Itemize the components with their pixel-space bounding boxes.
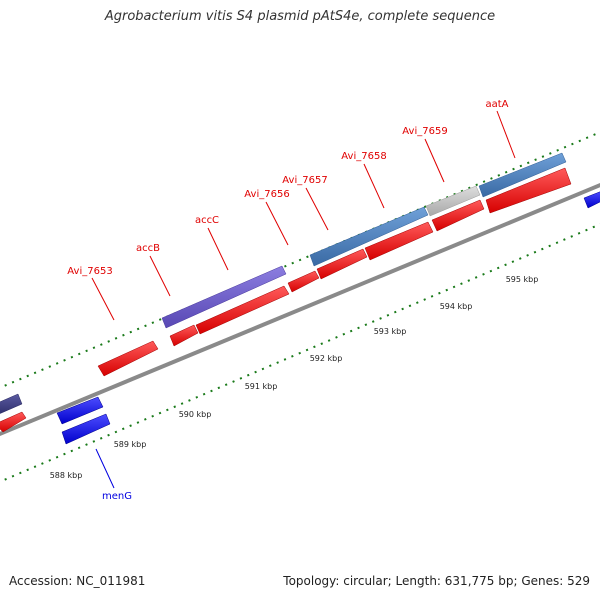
outer-tick-ring (0, 131, 600, 389)
gene-label-avi-7659: Avi_7659 (402, 126, 447, 137)
leader-line-avi-7659 (424, 138, 445, 183)
leader-line-accb (149, 255, 171, 297)
inner-scale-ring (0, 223, 600, 483)
operon-accb[interactable] (161, 265, 287, 329)
gene-feature-left-red[interactable] (0, 411, 27, 433)
operon-gray[interactable] (425, 185, 481, 217)
gene-feature-avi-7657[interactable] (316, 248, 368, 280)
gene-feature-avi-7656[interactable] (287, 270, 320, 293)
leader-line-avi-7656 (265, 201, 289, 246)
gene-feature-avi-7659[interactable] (431, 199, 485, 232)
accession-label: Accession: NC_011981 (9, 574, 146, 588)
scale-label-589: 589 kbp (114, 440, 147, 449)
map-title: Agrobacterium vitis S4 plasmid pAtS4e, c… (104, 9, 496, 24)
scale-label-592: 592 kbp (310, 354, 343, 363)
gene-label-avi-7653: Avi_7653 (67, 266, 112, 277)
leader-line-aata (496, 110, 516, 159)
gene-feature-avi-7653[interactable] (97, 340, 159, 377)
gene-feature-left-navy[interactable] (0, 393, 23, 414)
gene-feature-avi-7658[interactable] (364, 221, 434, 261)
scale-label-588: 588 kbp (50, 471, 83, 480)
gene-label-avi-7657: Avi_7657 (282, 175, 327, 186)
leader-line-avi-7657 (305, 187, 329, 231)
gene-feature-accc[interactable] (195, 285, 290, 335)
gene-label-accc: accC (195, 215, 219, 226)
topology-stats-label: Topology: circular; Length: 631,775 bp; … (283, 574, 590, 588)
operon-aata[interactable] (478, 152, 567, 198)
gene-label-avi-7658: Avi_7658 (341, 151, 386, 162)
gene-feature-meng-upper[interactable] (56, 396, 104, 425)
gene-feature-aata[interactable] (485, 167, 572, 214)
leader-line-meng (95, 448, 115, 489)
operon-avi-7657-7658[interactable] (309, 206, 429, 267)
gene-label-aata: aatA (485, 99, 508, 110)
plasmid-backbone (0, 182, 600, 437)
gene-label-accb: accB (136, 243, 160, 254)
gene-feature-meng[interactable] (61, 413, 111, 445)
leader-line-avi-7653 (91, 277, 115, 321)
scale-label-593: 593 kbp (374, 327, 407, 336)
gene-feature-right-blue[interactable] (583, 191, 600, 209)
scale-label-594: 594 kbp (440, 302, 473, 311)
gene-feature-accb[interactable] (169, 324, 199, 347)
leader-line-avi-7658 (363, 163, 385, 209)
gene-label-avi-7656: Avi_7656 (244, 189, 289, 200)
scale-label-591: 591 kbp (245, 382, 278, 391)
leader-line-accc (207, 227, 229, 271)
gene-label-meng: menG (102, 491, 132, 502)
scale-label-595: 595 kbp (506, 275, 539, 284)
scale-label-590: 590 kbp (179, 410, 212, 419)
